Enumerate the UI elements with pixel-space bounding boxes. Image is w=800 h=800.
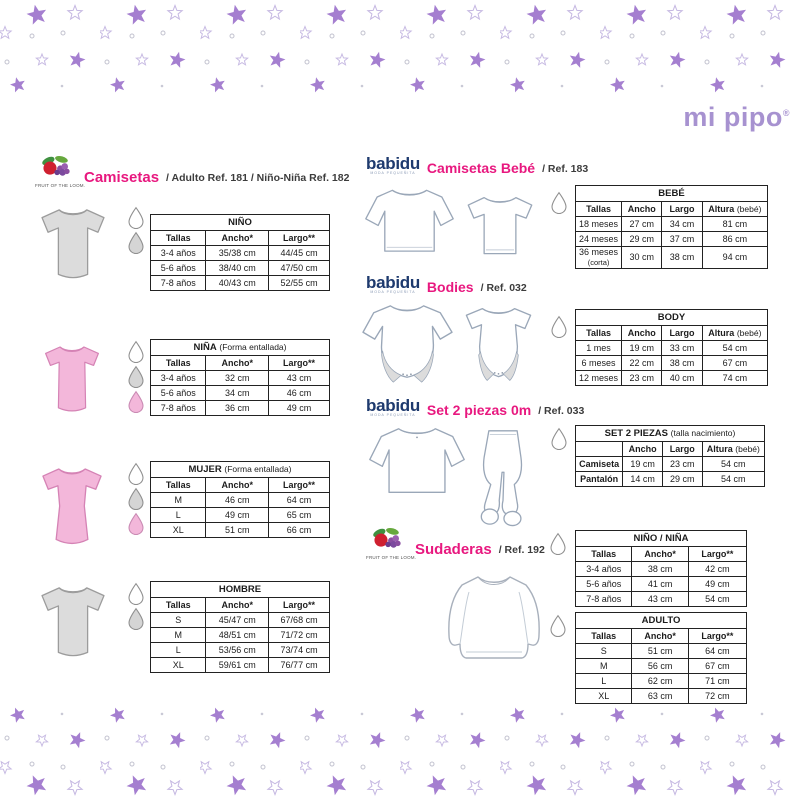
sudaderas-header: FRUIT OF THE LOOM. Sudaderas / Ref. 192 bbox=[366, 527, 545, 560]
laundry-drop-icon-grey bbox=[128, 231, 144, 254]
babidu-logo-text: babidu bbox=[366, 273, 420, 292]
size-table-body: BODY Tallas Ancho Largo Altura (bebé) 1 mes 19… bbox=[574, 309, 769, 386]
size-table-hombre: HOMBRE Tallas Ancho* Largo** S 45/47 cm 67/68 … bbox=[149, 581, 330, 673]
baby-shirt-long-sleeve-illustration bbox=[365, 189, 454, 252]
fruit-logo-text: FRUIT OF THE LOOM. bbox=[35, 183, 86, 188]
babidu-logo-tagline: moda pequeñita bbox=[370, 290, 416, 295]
camisetas-bebe-header: babidu moda pequeñita Camisetas Bebé / R… bbox=[366, 154, 589, 177]
fruit-of-the-loom-logo: FRUIT OF THE LOOM. bbox=[35, 155, 86, 189]
section-ref-set: / Ref. 033 bbox=[538, 404, 585, 417]
body-short-sleeve-illustration bbox=[465, 308, 532, 381]
sweatshirt-illustration bbox=[448, 576, 540, 659]
wash-drops-body bbox=[549, 315, 569, 338]
section-ref-bodies: / Ref. 032 bbox=[480, 281, 527, 294]
laundry-drop-icon-white bbox=[551, 315, 567, 338]
laundry-drop-icon-grey bbox=[128, 607, 144, 630]
size-table-sudaderas-nino-nina: NIÑO / NIÑA Tallas Ancho* Largo** 3-4 años 38… bbox=[574, 530, 748, 607]
set-footed-pants-illustration bbox=[480, 430, 523, 527]
man-tshirt-grey-illustration bbox=[41, 587, 105, 657]
laundry-drop-icon-white bbox=[551, 427, 567, 450]
section-title-camisetas-bebe: Camisetas Bebé bbox=[426, 160, 536, 177]
boy-tshirt-grey-illustration bbox=[41, 209, 105, 279]
babidu-logo: babidu moda pequeñita bbox=[366, 154, 420, 176]
registered-mark: ® bbox=[782, 108, 790, 118]
star-pattern-bottom-border bbox=[0, 700, 800, 800]
babidu-logo-text: babidu bbox=[366, 154, 420, 173]
section-title-bodies: Bodies bbox=[426, 279, 474, 296]
laundry-drop-icon-white bbox=[550, 532, 566, 555]
mi-pipo-logo-text: mi pipo bbox=[683, 102, 783, 132]
laundry-drop-icon-white bbox=[128, 582, 144, 605]
baby-shirt-short-sleeve-illustration bbox=[467, 196, 533, 255]
size-table-bebe: BEBÉ Tallas Ancho Largo Altura (bebé) 18 mese… bbox=[574, 185, 769, 269]
star-pattern-top-border bbox=[0, 0, 800, 100]
wash-drops-mujer bbox=[126, 462, 146, 535]
fruit-of-the-loom-icon bbox=[42, 155, 70, 176]
wash-drops-bebe bbox=[549, 191, 569, 214]
bodies-header: babidu moda pequeñita Bodies / Ref. 032 bbox=[366, 273, 527, 296]
fruit-of-the-loom-icon bbox=[373, 527, 401, 548]
section-ref-camisetas: / Adulto Ref. 181 / Niño-Niña Ref. 182 bbox=[166, 171, 350, 184]
wash-drops-set bbox=[549, 427, 569, 450]
babidu-logo-text: babidu bbox=[366, 396, 420, 415]
fruit-of-the-loom-logo: FRUIT OF THE LOOM. bbox=[366, 527, 417, 561]
size-table-mujer: MUJER (Forma entallada) Tallas Ancho* Largo… bbox=[149, 461, 330, 538]
size-table-nina: NIÑA (Forma entallada) Tallas Ancho* Largo*… bbox=[149, 339, 330, 416]
wash-drops-sudaderas-adulto bbox=[548, 614, 568, 637]
laundry-drop-icon-white bbox=[128, 206, 144, 229]
wash-drops-hombre bbox=[126, 582, 146, 630]
laundry-drop-icon-grey bbox=[128, 365, 144, 388]
girl-tshirt-pink-illustration bbox=[45, 346, 99, 412]
laundry-drop-icon-white bbox=[128, 462, 144, 485]
set-2-piezas-header: babidu moda pequeñita Set 2 piezas 0m / … bbox=[366, 396, 585, 419]
wash-drops-sudaderas-nino bbox=[548, 532, 568, 555]
set-shirt-illustration bbox=[369, 428, 465, 494]
section-ref-camisetas-bebe: / Ref. 183 bbox=[542, 162, 589, 175]
camisetas-header: FRUIT OF THE LOOM. Camisetas / Adulto Re… bbox=[35, 155, 350, 188]
woman-tshirt-pink-illustration bbox=[42, 468, 102, 545]
laundry-drop-icon-white bbox=[551, 191, 567, 214]
wash-drops-nino bbox=[126, 206, 146, 254]
mi-pipo-logo: mi pipo® bbox=[620, 102, 790, 133]
laundry-drop-icon-pink bbox=[128, 512, 144, 535]
size-table-set-2-piezas: SET 2 PIEZAS (talla nacimiento) Ancho Larg… bbox=[574, 425, 766, 487]
size-table-nino: NIÑO Tallas Ancho* Largo** 3-4 años 35/38 cm 4… bbox=[149, 214, 330, 291]
laundry-drop-icon-white bbox=[128, 340, 144, 363]
babidu-logo: babidu moda pequeñita bbox=[366, 396, 420, 418]
size-table-sudaderas-adulto: ADULTO Tallas Ancho* Largo** S 51 cm 64 cm M 56 … bbox=[574, 612, 748, 704]
fruit-logo-text: FRUIT OF THE LOOM. bbox=[366, 555, 417, 560]
section-title-set: Set 2 piezas 0m bbox=[426, 402, 532, 419]
laundry-drop-icon-pink bbox=[128, 390, 144, 413]
section-ref-sudaderas: / Ref. 192 bbox=[498, 543, 545, 556]
babidu-logo-tagline: moda pequeñita bbox=[370, 413, 416, 418]
babidu-logo-tagline: moda pequeñita bbox=[370, 171, 416, 176]
laundry-drop-icon-grey bbox=[128, 487, 144, 510]
laundry-drop-icon-white bbox=[550, 614, 566, 637]
body-long-sleeve-illustration bbox=[362, 305, 453, 383]
section-title-sudaderas: Sudaderas bbox=[415, 540, 492, 558]
wash-drops-nina bbox=[126, 340, 146, 413]
section-title-camisetas: Camisetas bbox=[84, 168, 160, 186]
babidu-logo: babidu moda pequeñita bbox=[366, 273, 420, 295]
